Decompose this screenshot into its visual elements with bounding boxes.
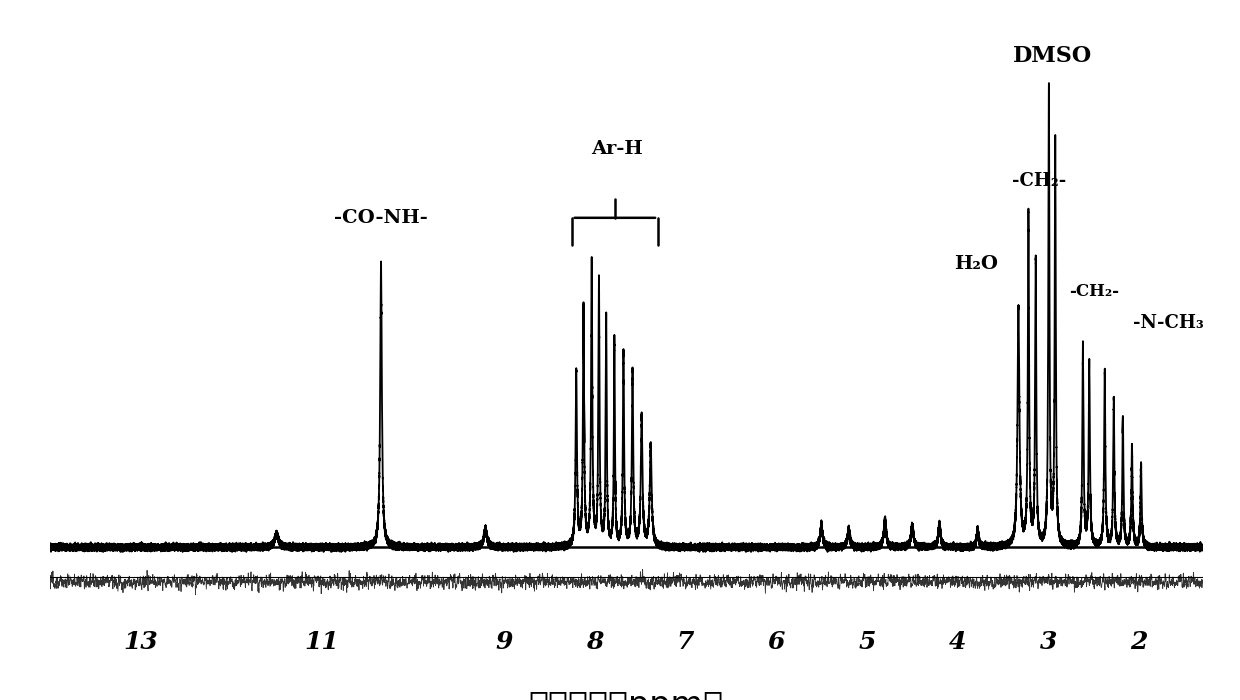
Text: -CH₂-: -CH₂- — [1069, 284, 1118, 300]
Text: -CH₂-: -CH₂- — [1012, 172, 1066, 190]
Text: Ar-H: Ar-H — [591, 140, 644, 158]
Text: H₂O: H₂O — [954, 255, 998, 273]
X-axis label: 化学位移（ppm）: 化学位移（ppm） — [528, 689, 724, 700]
Text: -N-CH₃: -N-CH₃ — [1133, 314, 1204, 332]
Text: -CO-NH-: -CO-NH- — [334, 209, 428, 227]
Text: DMSO: DMSO — [1012, 45, 1091, 66]
